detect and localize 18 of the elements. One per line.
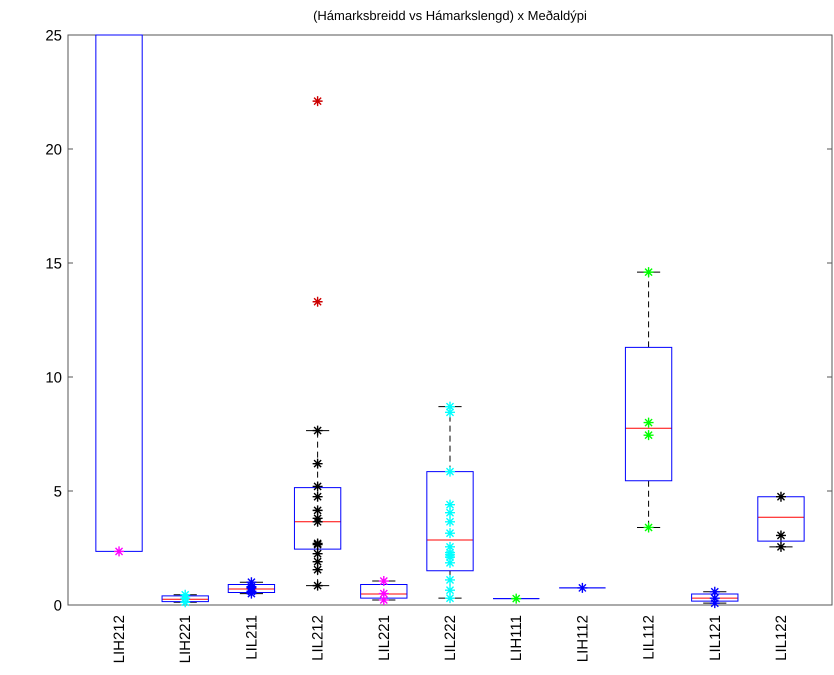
x-tick-label: LIL121: [706, 615, 724, 661]
x-tick-label: LIH111: [508, 615, 526, 662]
y-tick-label: 15: [45, 255, 62, 272]
y-tick-label: 25: [45, 27, 62, 44]
y-tick-label: 0: [54, 597, 62, 614]
x-tick-label: LIH221: [177, 615, 194, 664]
y-tick-label: 10: [45, 369, 62, 386]
x-tick-label: LIL221: [376, 615, 393, 661]
x-tick-label: LIL222: [442, 615, 459, 661]
x-tick-label: LIH212: [111, 615, 128, 664]
x-tick-label: LIL212: [310, 615, 327, 661]
x-tick-label: LIH112: [574, 615, 592, 662]
chart-title: (Hámarksbreidd vs Hámarkslengd) x Meðaldýpi: [313, 8, 588, 23]
x-tick-label: LIL112: [640, 615, 658, 660]
x-tick-label: LIL211: [243, 615, 260, 660]
y-tick-label: 5: [54, 483, 62, 500]
x-tick-label: LIL122: [772, 615, 790, 661]
y-tick-label: 20: [45, 141, 62, 158]
